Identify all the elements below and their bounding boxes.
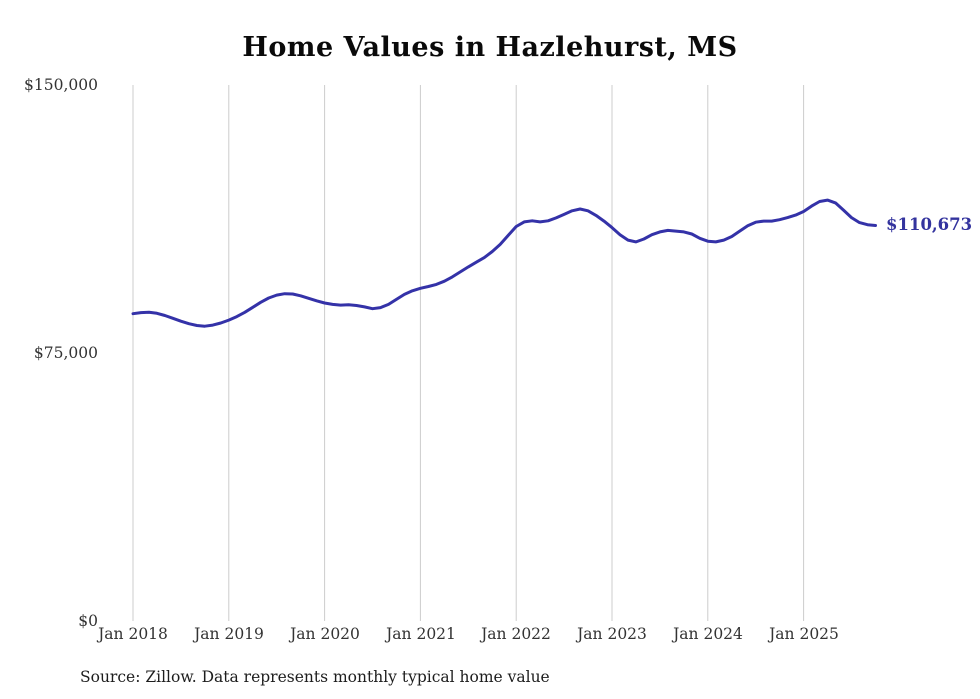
source-attribution: Source: Zillow. Data represents monthly … [80,668,550,686]
chart-title: Home Values in Hazlehurst, MS [242,32,738,63]
x-axis-tick-jan-2025: Jan 2025 [769,625,839,643]
x-axis-tick-jan-2018: Jan 2018 [98,625,168,643]
x-axis-tick-jan-2024: Jan 2024 [673,625,743,643]
x-axis-tick-jan-2023: Jan 2023 [577,625,647,643]
x-axis-tick-jan-2022: Jan 2022 [481,625,551,643]
y-axis-tick-75000: $75,000 [33,344,98,362]
y-axis-tick-0: $0 [78,612,98,630]
x-axis-tick-jan-2021: Jan 2021 [386,625,456,643]
x-axis-tick-jan-2020: Jan 2020 [290,625,360,643]
home-value-line [131,198,877,328]
series-end-value-label: $110,673 [886,215,973,234]
x-axis-tick-jan-2019: Jan 2019 [194,625,264,643]
y-axis-tick-150000: $150,000 [24,76,98,94]
